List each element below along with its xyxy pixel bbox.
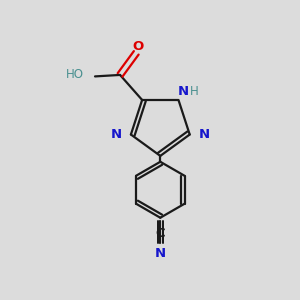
Text: N: N <box>155 247 166 260</box>
Text: N: N <box>178 85 189 98</box>
Text: N: N <box>198 128 209 141</box>
Text: C: C <box>155 227 165 240</box>
Text: O: O <box>132 40 143 53</box>
Text: H: H <box>190 85 199 98</box>
Text: HO: HO <box>66 68 84 81</box>
Text: N: N <box>111 128 122 141</box>
